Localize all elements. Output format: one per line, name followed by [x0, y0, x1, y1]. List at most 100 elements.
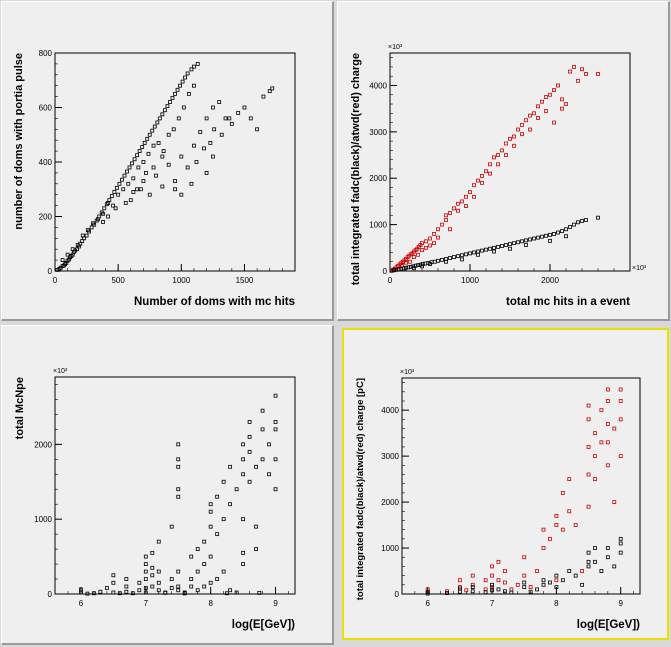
data-point-black — [618, 536, 623, 541]
data-point-black — [255, 127, 260, 132]
data-point-black — [101, 211, 105, 216]
x-tick-label: 9 — [273, 599, 278, 608]
data-point-black — [576, 220, 580, 225]
data-point-black — [128, 198, 133, 203]
data-point-black — [401, 266, 406, 271]
data-point-black — [221, 517, 226, 522]
x-tick-label: 2000 — [541, 276, 559, 285]
pad-top-right[interactable]: 0 1000 2000 0 1000 2000 3000 4000 ×10³ ×10³ total … — [337, 1, 670, 321]
data-point-black — [160, 112, 165, 117]
data-point-red — [470, 582, 475, 587]
data-point-black — [204, 116, 209, 121]
chart-svg: 6 7 8 9 0 1000 2000 ×10³ log(E[GeV]) total McNpe — [14, 368, 296, 631]
data-point-black — [146, 151, 151, 156]
data-point-red — [596, 71, 600, 76]
data-point-black — [160, 184, 165, 189]
data-point-black — [162, 108, 167, 113]
data-point-black — [586, 564, 591, 569]
data-point-red — [428, 236, 432, 241]
plot-frame — [389, 52, 631, 272]
x-tick-label: 8 — [554, 599, 559, 608]
data-point-black — [166, 162, 171, 167]
data-point-black — [189, 554, 194, 559]
data-point-black — [228, 588, 233, 593]
data-point-red — [412, 255, 416, 259]
data-point-black — [202, 146, 206, 151]
data-point-black — [114, 185, 119, 190]
data-point-black — [528, 589, 533, 594]
data-point-black — [186, 91, 191, 96]
pad-top-left[interactable]: 0 500 1000 1500 0 200 400 600 800 Number of doms … — [1, 1, 334, 321]
data-point-black — [618, 550, 623, 555]
data-point-black — [202, 562, 207, 566]
data-point-black — [173, 91, 177, 96]
data-point-black — [564, 227, 568, 232]
data-point-red — [520, 122, 524, 127]
data-point-red — [560, 490, 565, 495]
y-tick-label: 0 — [395, 590, 400, 599]
data-point-black — [198, 130, 203, 134]
data-point-red — [593, 454, 597, 459]
data-point-red — [509, 587, 514, 592]
data-point-black — [155, 120, 160, 125]
data-point-red — [404, 260, 408, 265]
data-point-black — [112, 190, 117, 194]
data-point-red — [444, 213, 448, 218]
data-point-black — [512, 241, 516, 246]
data-point-black — [492, 245, 496, 250]
data-point-black — [127, 165, 132, 170]
data-point-black — [151, 143, 156, 148]
pad-bottom-left[interactable]: 6 7 8 9 0 1000 2000 ×10³ log(E[GeV]) total McNpe — [1, 325, 334, 645]
data-point-black — [202, 539, 207, 544]
data-point-red — [618, 417, 623, 422]
y-axis-label: total McNpe — [14, 377, 26, 439]
data-point-black — [178, 83, 182, 88]
data-point-black — [457, 586, 462, 591]
x-axis-label: total mc hits in a event — [506, 296, 630, 308]
data-point-black — [121, 187, 126, 192]
data-point-black — [181, 105, 186, 110]
data-point-black — [522, 580, 527, 585]
data-point-red — [500, 148, 504, 153]
data-point-black — [448, 256, 452, 260]
y-multiplier: ×10³ — [53, 368, 68, 375]
data-point-black — [508, 242, 512, 246]
data-point-black — [568, 225, 572, 229]
data-point-red — [548, 536, 552, 541]
y-tick-label: 1000 — [381, 544, 399, 553]
data-point-black — [420, 262, 425, 266]
x-axis-label: log(E[GeV]) — [232, 619, 295, 631]
data-point-black — [111, 203, 116, 208]
y-tick-label: 0 — [48, 590, 53, 599]
y-tick-label: 2000 — [381, 498, 399, 507]
data-point-red — [554, 523, 559, 527]
plot-frame — [54, 52, 296, 272]
data-point-black — [267, 89, 272, 94]
data-point-black — [267, 442, 271, 447]
data-point-black — [580, 219, 584, 223]
data-point-red — [593, 477, 597, 482]
data-point-red — [492, 155, 496, 160]
data-point-red — [464, 194, 468, 199]
data-point-red — [567, 477, 572, 482]
data-point-red — [599, 408, 604, 413]
plot-frame — [54, 376, 296, 595]
data-point-black — [173, 187, 177, 192]
data-point-black — [204, 170, 209, 175]
y-tick-label: 4000 — [369, 81, 387, 90]
data-point-red — [448, 227, 452, 232]
data-point-red — [416, 252, 420, 257]
data-point-red — [504, 141, 508, 146]
data-point-red — [420, 241, 424, 246]
data-point-black — [524, 243, 528, 247]
data-point-red — [488, 162, 492, 167]
data-point-red — [516, 127, 520, 132]
data-point-black — [228, 502, 233, 507]
y-tick-label: 400 — [39, 158, 53, 167]
data-point-red — [460, 199, 464, 204]
data-point-black — [192, 143, 196, 148]
pad-bottom-right[interactable]: 6 7 8 9 0 1000 2000 3000 4000 ×10³ log(E[GeV]) tota… — [342, 328, 669, 640]
data-point-black — [212, 127, 217, 132]
data-point-black — [150, 584, 155, 589]
data-point-black — [242, 105, 247, 110]
